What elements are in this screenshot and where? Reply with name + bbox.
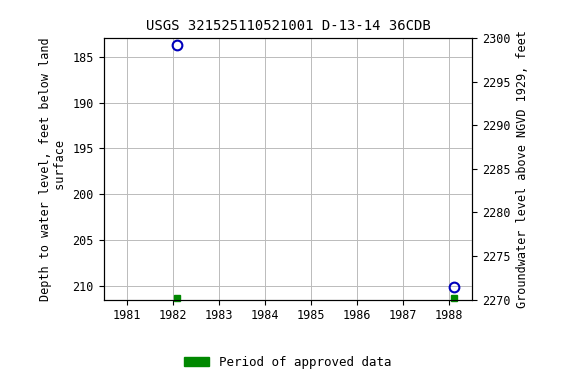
Legend: Period of approved data: Period of approved data — [179, 351, 397, 374]
Title: USGS 321525110521001 D-13-14 36CDB: USGS 321525110521001 D-13-14 36CDB — [146, 19, 430, 33]
Y-axis label: Groundwater level above NGVD 1929, feet: Groundwater level above NGVD 1929, feet — [516, 30, 529, 308]
Y-axis label: Depth to water level, feet below land
 surface: Depth to water level, feet below land su… — [39, 37, 67, 301]
